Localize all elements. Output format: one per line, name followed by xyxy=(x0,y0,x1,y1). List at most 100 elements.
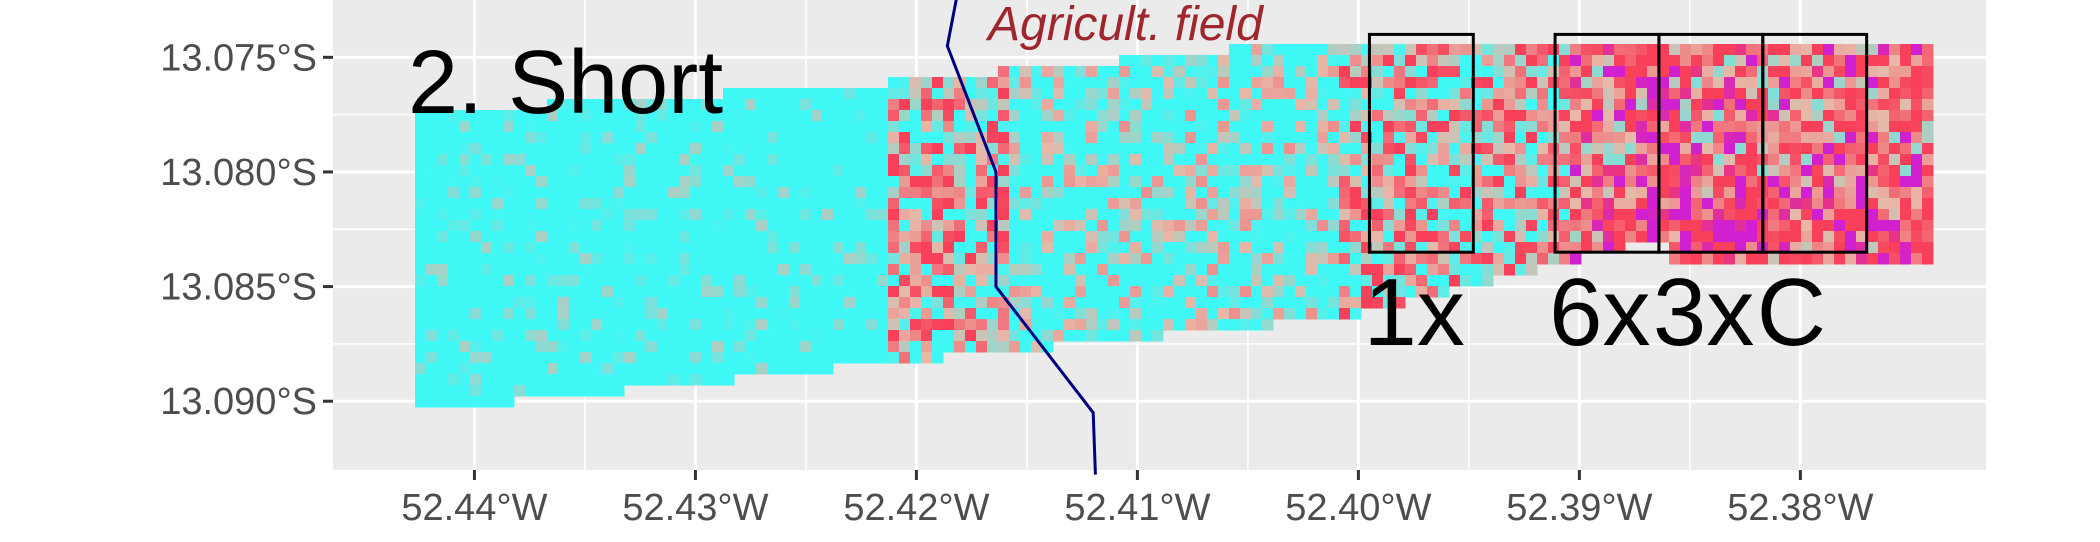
raster-cell xyxy=(1284,286,1296,298)
raster-cell xyxy=(1790,154,1802,166)
raster-cell xyxy=(415,275,427,287)
raster-cell xyxy=(514,242,526,254)
raster-cell xyxy=(1460,88,1472,100)
raster-cell xyxy=(921,275,933,287)
raster-cell xyxy=(1559,154,1571,166)
raster-cell xyxy=(811,110,823,122)
raster-cell xyxy=(635,143,647,155)
raster-cell xyxy=(1702,242,1714,254)
raster-cell xyxy=(1207,264,1219,276)
raster-cell xyxy=(1471,253,1483,265)
raster-cell xyxy=(866,209,878,221)
raster-cell xyxy=(1108,187,1120,199)
raster-cell xyxy=(1251,275,1263,287)
raster-cell xyxy=(866,99,878,111)
raster-cell xyxy=(1339,297,1351,309)
raster-cell xyxy=(822,253,834,265)
raster-cell xyxy=(1306,99,1318,111)
raster-cell xyxy=(1053,253,1065,265)
raster-cell xyxy=(1163,154,1175,166)
raster-cell xyxy=(965,341,977,353)
raster-cell xyxy=(1680,165,1692,177)
raster-cell xyxy=(1207,77,1219,89)
raster-cell xyxy=(1240,198,1252,210)
raster-cell xyxy=(613,176,625,188)
raster-cell xyxy=(1251,165,1263,177)
raster-cell xyxy=(1603,220,1615,232)
raster-cell xyxy=(822,286,834,298)
raster-cell xyxy=(899,297,911,309)
raster-cell xyxy=(1042,154,1054,166)
raster-cell xyxy=(712,352,724,364)
raster-cell xyxy=(1823,99,1835,111)
raster-cell xyxy=(998,165,1010,177)
raster-cell xyxy=(514,132,526,144)
raster-cell xyxy=(1273,143,1285,155)
raster-cell xyxy=(1856,88,1868,100)
raster-cell xyxy=(855,132,867,144)
y-axis: 13.075°S13.080°S13.085°S13.090°S xyxy=(160,37,333,423)
raster-cell xyxy=(1680,198,1692,210)
raster-cell xyxy=(1856,110,1868,122)
raster-cell xyxy=(525,143,537,155)
raster-cell xyxy=(1713,242,1725,254)
raster-cell xyxy=(1449,264,1461,276)
raster-cell xyxy=(1482,165,1494,177)
raster-cell xyxy=(1163,231,1175,243)
raster-cell xyxy=(646,330,658,342)
raster-cell xyxy=(1174,242,1186,254)
raster-cell xyxy=(1328,110,1340,122)
raster-cell xyxy=(976,121,988,133)
raster-cell xyxy=(1196,154,1208,166)
raster-cell xyxy=(877,110,889,122)
raster-cell xyxy=(1130,297,1142,309)
raster-cell xyxy=(1042,264,1054,276)
raster-cell xyxy=(492,154,504,166)
raster-cell xyxy=(1658,154,1670,166)
raster-cell xyxy=(1163,88,1175,100)
raster-cell xyxy=(855,275,867,287)
raster-cell xyxy=(1009,253,1021,265)
raster-cell xyxy=(1416,231,1428,243)
raster-cell xyxy=(1251,88,1263,100)
raster-cell xyxy=(448,242,460,254)
raster-cell xyxy=(1724,154,1736,166)
raster-cell xyxy=(1185,297,1197,309)
raster-cell xyxy=(1229,110,1241,122)
raster-cell xyxy=(910,132,922,144)
raster-cell xyxy=(1889,99,1901,111)
raster-cell xyxy=(1779,231,1791,243)
raster-cell xyxy=(437,143,449,155)
raster-cell xyxy=(712,121,724,133)
raster-cell xyxy=(1031,121,1043,133)
raster-cell xyxy=(470,275,482,287)
raster-cell xyxy=(591,132,603,144)
raster-cell xyxy=(1900,110,1912,122)
raster-cell xyxy=(448,132,460,144)
raster-cell xyxy=(800,132,812,144)
raster-cell xyxy=(668,286,680,298)
raster-cell xyxy=(1185,253,1197,265)
raster-cell xyxy=(1515,220,1527,232)
raster-cell xyxy=(822,330,834,342)
raster-cell xyxy=(558,308,570,320)
raster-cell xyxy=(723,275,735,287)
raster-cell xyxy=(1064,99,1076,111)
raster-cell xyxy=(1735,121,1747,133)
raster-cell xyxy=(1482,121,1494,133)
raster-cell xyxy=(1262,319,1274,331)
raster-cell xyxy=(1537,187,1549,199)
raster-cell xyxy=(1779,165,1791,177)
raster-cell xyxy=(734,308,746,320)
raster-cell xyxy=(1515,110,1527,122)
raster-cell xyxy=(976,231,988,243)
raster-cell xyxy=(833,143,845,155)
raster-cell xyxy=(569,319,581,331)
raster-cell xyxy=(1141,209,1153,221)
raster-cell xyxy=(536,231,548,243)
raster-cell xyxy=(1845,77,1857,89)
raster-cell xyxy=(1691,110,1703,122)
raster-cell xyxy=(734,341,746,353)
raster-cell xyxy=(591,231,603,243)
raster-cell xyxy=(646,341,658,353)
